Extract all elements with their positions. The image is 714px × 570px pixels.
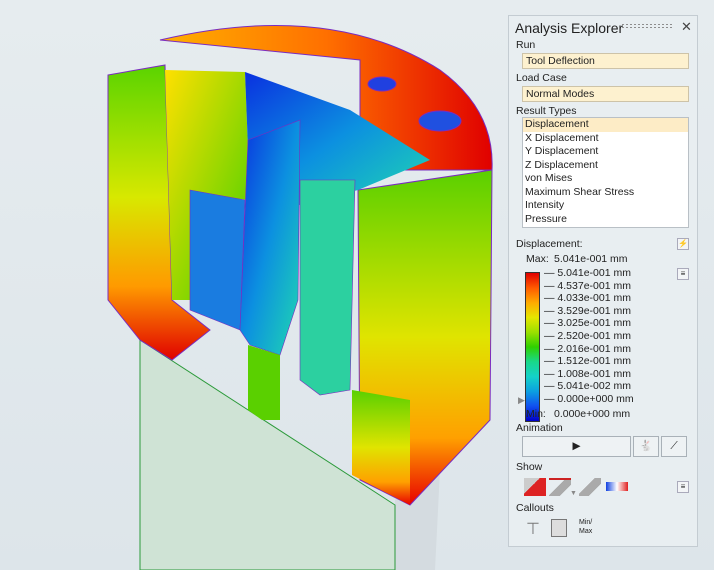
load-case-select[interactable]: Normal Modes <box>522 86 689 102</box>
show-label: Show <box>516 461 543 473</box>
result-types-label: Result Types <box>516 105 577 117</box>
panel-title: Analysis Explorer <box>515 20 624 36</box>
run-label: Run <box>516 39 536 51</box>
result-type-item[interactable]: von Mises <box>525 172 573 184</box>
hole-1 <box>367 76 397 92</box>
legend-tick: — 3.529e-001 mm <box>544 305 631 317</box>
legend-tick: — 5.041e-001 mm <box>544 267 631 279</box>
show-menu-icon[interactable]: ≡ <box>677 481 689 493</box>
show-deformed-icon[interactable] <box>524 478 546 496</box>
legend-tick: — 5.041e-002 mm <box>544 380 631 392</box>
result-type-item[interactable]: Z Displacement <box>525 158 598 171</box>
base-plate <box>139 339 396 570</box>
lower-right-block <box>352 390 410 505</box>
legend-tick: — 4.537e-001 mm <box>544 280 631 292</box>
color-legend-bar <box>525 272 540 422</box>
legend-menu-icon[interactable]: ≡ <box>677 268 689 280</box>
max-label: Max: <box>526 253 549 265</box>
deformation-scale-icon[interactable]: ⟋ <box>661 436 687 457</box>
legend-tick: — 2.520e-001 mm <box>544 330 631 342</box>
legend-tick: — 1.512e-001 mm <box>544 355 631 367</box>
inner-wall <box>165 70 250 300</box>
lightning-icon[interactable]: ⚡ <box>677 238 689 250</box>
core-left <box>189 189 246 331</box>
show-legend-icon[interactable] <box>606 482 628 491</box>
probe-callout-icon[interactable]: ⊤ <box>526 521 540 538</box>
speed-rabbit-icon[interactable]: 🐇 <box>633 436 659 457</box>
legend-tick: — 2.016e-001 mm <box>544 343 631 355</box>
run-select[interactable]: Tool Deflection <box>522 53 689 69</box>
pillar <box>248 345 280 420</box>
play-button[interactable]: ▶ <box>522 436 631 457</box>
min-value: 0.000e+000 mm <box>554 408 631 420</box>
hole-2 <box>418 110 462 132</box>
result-types-list[interactable]: Displacement X Displacement Y Displaceme… <box>522 117 689 228</box>
slider-marker-icon[interactable]: ▶ <box>518 395 525 405</box>
top-surface <box>159 25 493 171</box>
dropdown-arrow-icon[interactable]: ▼ <box>570 490 577 497</box>
show-undeformed-icon[interactable] <box>579 478 601 496</box>
close-icon[interactable]: ✕ <box>681 19 692 34</box>
result-type-item[interactable]: Y Displacement <box>525 145 599 157</box>
legend-tick: — 0.000e+000 mm <box>544 393 634 405</box>
result-type-item[interactable]: Pressure <box>525 212 568 225</box>
animation-label: Animation <box>516 422 563 434</box>
analysis-explorer-panel: Analysis Explorer ✕ Run Tool Deflection … <box>508 15 698 547</box>
core-right <box>299 179 356 396</box>
core-center <box>239 119 301 356</box>
result-type-item[interactable]: Maximum Shear Stress <box>525 185 635 198</box>
table-callout-icon[interactable] <box>551 519 567 537</box>
min-label: Min: <box>526 408 546 420</box>
result-type-item[interactable]: X Displacement <box>525 131 599 144</box>
legend-tick: — 3.025e-001 mm <box>544 317 631 329</box>
max-value: 5.041e-001 mm <box>554 253 628 265</box>
legend-title: Displacement: <box>516 238 583 250</box>
legend-tick: — 4.033e-001 mm <box>544 292 631 304</box>
show-loads-icon[interactable] <box>549 478 571 496</box>
result-type-item[interactable]: Displacement <box>523 118 688 132</box>
result-type-item[interactable]: Intensity <box>525 199 565 211</box>
callouts-label: Callouts <box>516 502 554 514</box>
drag-handle[interactable] <box>621 23 673 29</box>
legend-tick: — 1.008e-001 mm <box>544 368 631 380</box>
min-max-callout-button[interactable]: Min/ Max <box>579 519 593 535</box>
load-case-label: Load Case <box>516 72 567 84</box>
